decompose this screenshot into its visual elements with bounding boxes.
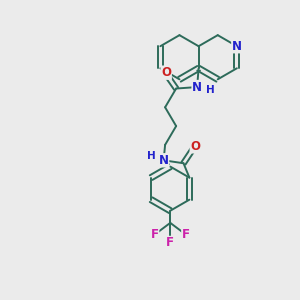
Text: N: N: [192, 81, 202, 94]
Text: N: N: [232, 40, 242, 53]
Text: H: H: [206, 85, 215, 95]
Text: F: F: [182, 228, 190, 241]
Text: F: F: [151, 228, 159, 241]
Text: O: O: [190, 140, 200, 153]
Text: H: H: [147, 151, 156, 161]
Text: F: F: [166, 236, 174, 250]
Text: O: O: [161, 66, 171, 79]
Text: N: N: [159, 154, 169, 167]
